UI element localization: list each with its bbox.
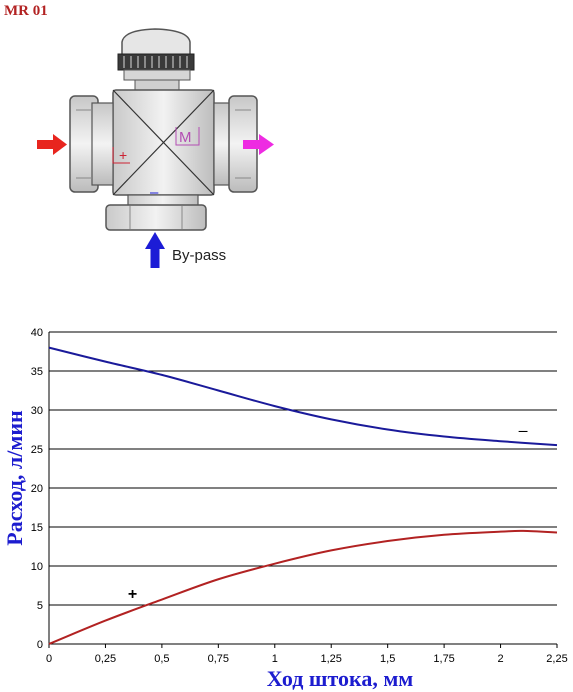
minus-port-label: –	[150, 184, 159, 201]
model-title: MR 01	[4, 3, 48, 19]
y-tick-label: 20	[31, 483, 43, 495]
x-tick-label: 2	[497, 653, 503, 665]
y-tick-label: 25	[31, 444, 43, 456]
chart-grid	[49, 331, 557, 606]
x-tick-label: 2,25	[546, 653, 567, 665]
x-axis-title: Ход штока, мм	[266, 666, 414, 691]
series-minus-line	[48, 346, 558, 447]
m-port-label: M	[179, 129, 192, 146]
y-tick-label: 0	[37, 639, 43, 651]
inlet-arrow	[37, 134, 67, 155]
x-tick-label: 0,25	[95, 653, 116, 665]
x-tick-label: 1	[272, 653, 278, 665]
x-tick-label: 0,5	[154, 653, 169, 665]
chart-series-markers: –+	[128, 423, 528, 603]
y-tick-label: 5	[37, 600, 43, 612]
series-minus-marker: –	[519, 423, 528, 440]
chart-ticks: 0 5 10 15 20 25 30 35 40 0 0,25 0,5 0,75 1 1,25 1,5 1,75…	[31, 327, 568, 665]
plus-port-marker	[112, 147, 130, 164]
bypass-label: By-pass	[172, 247, 227, 264]
inlet-port	[69, 95, 114, 193]
m-port-marker	[175, 127, 200, 146]
series-plus-marker: +	[128, 586, 137, 603]
y-tick-label: 30	[31, 405, 43, 417]
plus-port-label: +	[119, 147, 127, 163]
flow-chart: 0 5 10 15 20 25 30 35 40 0 0,25 0,5 0,75 1 1,25 1,5 1,75…	[31, 327, 568, 665]
bypass-port	[105, 194, 207, 231]
y-tick-label: 40	[31, 327, 43, 339]
x-tick-label: 1,5	[380, 653, 395, 665]
valve-diagram: + M –	[37, 28, 274, 268]
actuator-knob	[117, 28, 195, 91]
y-tick-label: 10	[31, 561, 43, 573]
y-tick-label: 15	[31, 522, 43, 534]
bypass-arrow	[145, 232, 165, 268]
x-tick-label: 0,75	[208, 653, 229, 665]
x-tick-label: 1,75	[433, 653, 454, 665]
x-tick-label: 1,25	[321, 653, 342, 665]
chart-axes	[48, 332, 558, 648]
y-axis-title: Расход, л/мин	[2, 410, 27, 546]
x-tick-label: 0	[46, 653, 52, 665]
series-plus-line	[48, 529, 558, 645]
y-tick-label: 35	[31, 366, 43, 378]
outlet-arrow	[243, 134, 274, 155]
chart-series	[48, 346, 558, 645]
